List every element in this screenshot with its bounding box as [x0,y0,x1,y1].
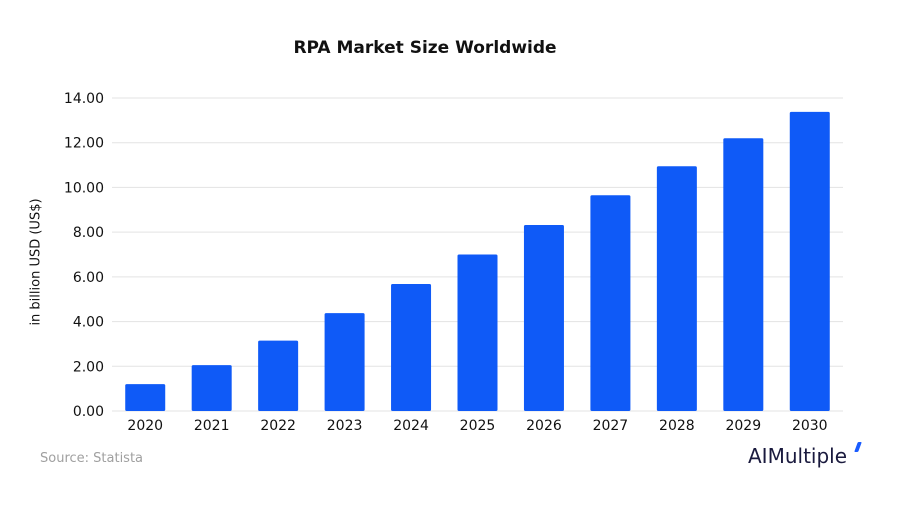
bar-2029 [723,138,764,411]
x-tick-label: 2029 [725,418,761,434]
x-tick-label: 2020 [127,418,163,434]
x-tick-label: 2030 [792,418,828,434]
bar-2020 [125,384,166,411]
x-tick-label: 2023 [327,418,363,434]
bar-2024 [391,284,432,411]
bar-2021 [191,365,232,411]
x-tick-label: 2025 [460,418,496,434]
x-tick-label: 2026 [526,418,562,434]
bar-2026 [523,224,564,411]
y-tick-label: 6.00 [73,270,104,286]
y-tick-label: 14.00 [64,91,104,107]
x-tick-label: 2028 [659,418,695,434]
y-tick-label: 2.00 [73,359,104,375]
bar-2023 [324,313,365,411]
y-tick-label: 4.00 [73,315,104,331]
chart-title: RPA Market Size Worldwide [293,38,557,58]
y-tick-label: 0.00 [73,404,104,420]
x-tick-label: 2027 [593,418,629,434]
y-axis-label: in billion USD (US$) [28,198,44,326]
source-note: Source: Statista [40,451,144,466]
bar-2030 [789,111,830,412]
x-tick-label: 2022 [260,418,296,434]
y-tick-label: 12.00 [64,136,104,152]
bar-2025 [457,254,498,411]
bar-2022 [258,340,299,411]
bar-2028 [656,166,697,411]
x-tick-label: 2024 [393,418,429,434]
bar-2027 [590,195,631,411]
brand-logo: AIMultiple [748,444,848,468]
y-tick-label: 8.00 [73,225,104,241]
y-tick-label: 10.00 [64,180,104,196]
x-tick-label: 2021 [194,418,230,434]
